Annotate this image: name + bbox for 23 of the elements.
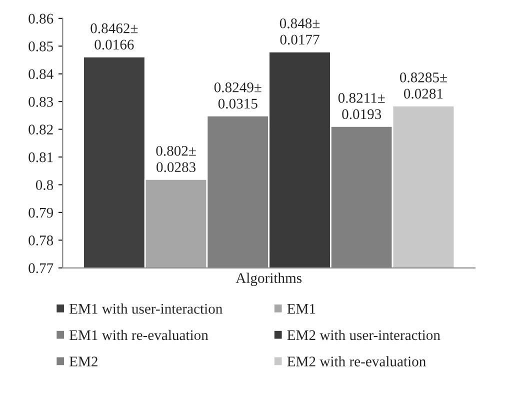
legend-label: EM2 [70,356,98,366]
y-tick-label: 0.8 [36,180,54,190]
y-tick-label: 0.82 [28,124,53,135]
legend-label: EM1 with user-interaction [70,303,222,314]
data-label: 0.848± 0.0177 [280,18,320,45]
data-label: 0.8211± 0.0193 [338,93,385,120]
data-label: 0.802± 0.0283 [156,146,196,172]
legend-label: EM1 with re-evaluation [70,330,208,340]
data-label: 0.8285± 0.0281 [400,72,447,99]
y-tick-label: 0.83 [28,96,54,107]
y-tick-label: 0.85 [28,41,54,52]
y-tick-label: 0.78 [28,236,54,246]
y-tick-label: 0.84 [28,69,54,80]
y-tick-label: 0.81 [28,152,53,162]
legend-label: EM2 with user-interaction [287,330,440,340]
legend-label: EM2 with re-evaluation [287,356,426,366]
y-tick-label: 0.79 [28,208,54,218]
x-tick-label: Algorithms [236,272,302,286]
y-tick-label: 0.77 [28,263,54,274]
legend-label: EM1 [287,304,316,314]
y-tick-label: 0.86 [28,14,54,24]
data-label: 0.8462± 0.0166 [90,23,138,50]
data-label: 0.8249± 0.0315 [214,82,262,109]
